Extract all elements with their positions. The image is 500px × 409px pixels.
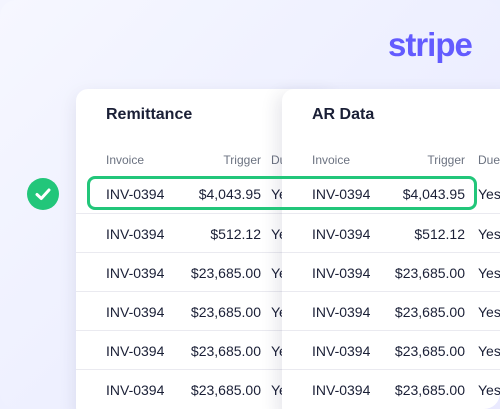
invoice-cell: INV-0394 [106, 186, 165, 202]
stripe-logo: stripe [388, 26, 473, 63]
amount-cell: $4,043.95 [402, 186, 465, 202]
amount-cell: $23,685.00 [394, 304, 465, 320]
amount-cell: $23,685.00 [190, 382, 261, 398]
ar-data-table: INV-0394 $4,043.95 Yes INV-0394 $512.12 … [282, 174, 500, 408]
due-cell: Yes [478, 186, 500, 202]
due-cell: Yes [478, 343, 500, 359]
amount-cell: $23,685.00 [190, 304, 261, 320]
invoice-cell: INV-0394 [106, 343, 165, 359]
table-row[interactable]: INV-0394 $512.12 Yes [282, 213, 500, 252]
due-cell: Yes [478, 382, 500, 398]
table-row[interactable]: INV-0394 $23,685.00 Yes [282, 291, 500, 330]
amount-cell: $23,685.00 [394, 343, 465, 359]
invoice-cell: INV-0394 [106, 304, 165, 320]
ar-data-title: AR Data [312, 106, 375, 123]
amount-cell: $23,685.00 [394, 265, 465, 281]
invoice-cell: INV-0394 [312, 304, 371, 320]
amount-cell: $23,685.00 [394, 382, 465, 398]
ar-data-card: AR Data Invoice Trigger Due INV-0394 $4,… [282, 89, 500, 409]
table-row[interactable]: INV-0394 $23,685.00 Yes [282, 252, 500, 291]
invoice-cell: INV-0394 [312, 226, 371, 242]
invoice-cell: INV-0394 [312, 265, 371, 281]
amount-cell: $23,685.00 [190, 343, 261, 359]
due-cell: Yes [478, 265, 500, 281]
due-cell: Yes [478, 304, 500, 320]
amount-cell: $512.12 [210, 226, 261, 242]
invoice-cell: INV-0394 [106, 265, 165, 281]
remittance-title: Remittance [106, 106, 193, 123]
remittance-header-invoice: Invoice [106, 153, 145, 167]
ar-header-trigger: Trigger [427, 153, 465, 167]
table-row[interactable]: INV-0394 $4,043.95 Yes [282, 174, 500, 213]
ar-header-due: Due [478, 153, 500, 167]
table-row[interactable]: INV-0394 $23,685.00 Yes [76, 330, 334, 369]
amount-cell: $512.12 [414, 226, 465, 242]
table-row[interactable]: INV-0394 $23,685.00 Yes [282, 369, 500, 408]
table-row[interactable]: INV-0394 $23,685.00 Yes [282, 330, 500, 369]
invoice-cell: INV-0394 [312, 186, 371, 202]
due-cell: Yes [478, 226, 500, 242]
ar-header-invoice: Invoice [312, 153, 351, 167]
invoice-cell: INV-0394 [106, 226, 165, 242]
invoice-cell: INV-0394 [106, 382, 165, 398]
table-row[interactable]: INV-0394 $512.12 Yes [76, 213, 334, 252]
remittance-header-trigger: Trigger [223, 153, 261, 167]
amount-cell: $4,043.95 [198, 186, 261, 202]
invoice-cell: INV-0394 [312, 382, 371, 398]
invoice-cell: INV-0394 [312, 343, 371, 359]
amount-cell: $23,685.00 [190, 265, 261, 281]
checkmark-icon [27, 178, 59, 210]
